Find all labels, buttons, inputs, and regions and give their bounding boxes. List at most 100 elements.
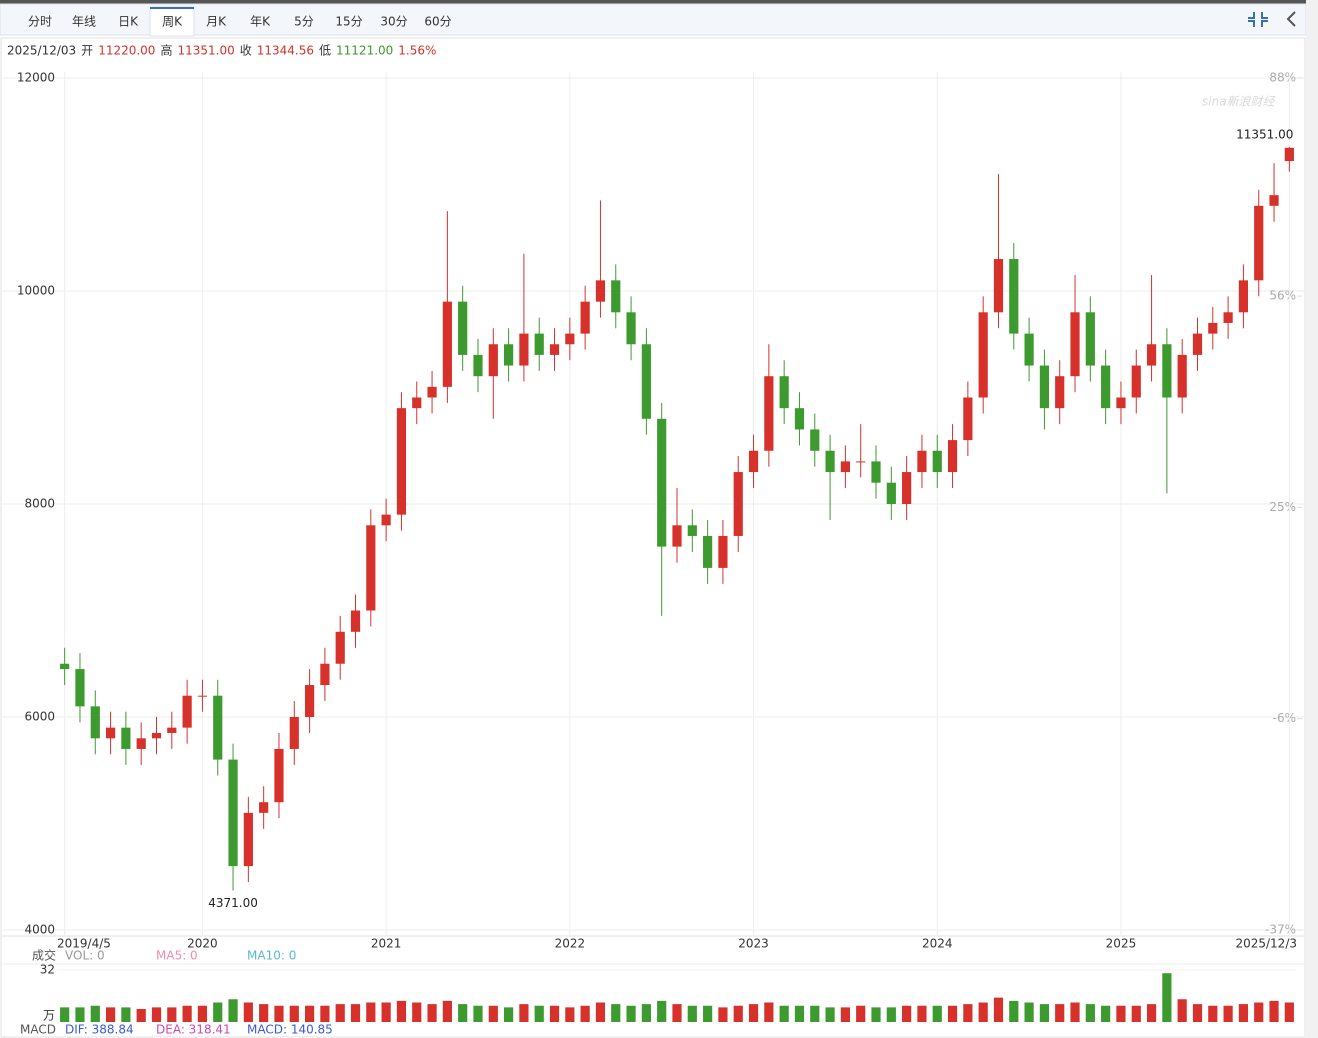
volume-bar xyxy=(595,1002,606,1022)
volume-bar xyxy=(1162,973,1172,1022)
chart-frame xyxy=(0,37,1306,1038)
volume-bar xyxy=(228,999,238,1022)
candle-body xyxy=(1131,365,1141,398)
candle-body xyxy=(458,301,468,355)
volume-bar xyxy=(167,1007,177,1022)
candle-body xyxy=(565,333,575,345)
candle-body xyxy=(1101,365,1111,409)
volume-bar xyxy=(350,1004,361,1022)
volume-bar xyxy=(335,1004,345,1022)
candle-body xyxy=(90,706,100,739)
volume-bar xyxy=(932,1005,942,1022)
candle-body xyxy=(534,333,544,355)
candle-body xyxy=(289,717,299,749)
candle-body xyxy=(978,312,988,398)
candle-body xyxy=(595,280,606,302)
tab[interactable]: 30分 xyxy=(380,15,407,29)
candle-body xyxy=(274,748,284,803)
x-tick-label: 2022 xyxy=(555,937,586,951)
candle-body xyxy=(213,695,223,760)
collapse-icon[interactable] xyxy=(1286,11,1296,27)
candle-body xyxy=(856,461,866,463)
candle-body xyxy=(259,802,269,813)
top-edge xyxy=(0,0,1318,4)
volume-bar xyxy=(825,1007,835,1022)
volume-bar xyxy=(243,1002,253,1022)
volume-bar xyxy=(381,1002,391,1022)
volume-bar xyxy=(963,1004,973,1022)
active-tab xyxy=(149,6,195,37)
candle-body xyxy=(733,472,743,536)
x-tick-label: 2019/4/5 xyxy=(57,937,111,951)
volume-bar xyxy=(136,1009,146,1022)
volume-bar xyxy=(1024,1002,1034,1022)
volume-bar xyxy=(458,1004,468,1022)
volume-title: 成交 xyxy=(32,948,56,963)
candle-body xyxy=(243,812,253,867)
volume-bar xyxy=(1223,1005,1233,1022)
candle-body xyxy=(121,727,131,749)
volume-bar xyxy=(105,1007,116,1022)
tab[interactable]: 15分 xyxy=(335,15,362,29)
volume-bar xyxy=(565,1007,575,1022)
volume-bar xyxy=(978,1002,988,1022)
candle-body xyxy=(963,397,973,441)
volume-bar xyxy=(427,1004,437,1022)
volume-bar xyxy=(840,1007,850,1022)
candle-body xyxy=(1223,312,1233,323)
x-tick-label: 2020 xyxy=(187,937,218,951)
quote-value: 11344.56 xyxy=(257,44,314,58)
candle-body xyxy=(672,525,682,547)
candle-body xyxy=(320,663,330,686)
fullscreen-icon[interactable] xyxy=(1248,12,1268,27)
candle-body xyxy=(871,461,881,483)
quote-value: 11121.00 xyxy=(336,44,393,58)
y-tick-label: 8000 xyxy=(24,497,55,511)
volume-bar xyxy=(1055,1004,1065,1022)
volume-bar xyxy=(947,1005,958,1022)
candle-body xyxy=(519,333,529,366)
volume-bar xyxy=(1269,1000,1279,1022)
tab[interactable]: 年K xyxy=(250,15,271,29)
volume-bar xyxy=(1009,1000,1019,1022)
volume-bar xyxy=(1284,1002,1294,1022)
candle-body xyxy=(396,408,407,515)
tab[interactable]: 周K xyxy=(162,15,183,29)
candle-body xyxy=(993,259,1004,313)
volume-bar xyxy=(748,1004,759,1022)
quote-value: 11220.00 xyxy=(98,44,155,58)
y-tick-label: 4000 xyxy=(24,923,55,937)
tab[interactable]: 5分 xyxy=(294,15,314,29)
candle-body xyxy=(932,450,942,473)
tab[interactable]: 60分 xyxy=(424,15,451,29)
candle-body xyxy=(412,397,422,409)
tab[interactable]: 日K xyxy=(118,15,139,29)
candle-body xyxy=(136,738,146,749)
volume-bar xyxy=(1238,1004,1249,1022)
candle-body xyxy=(1024,333,1034,366)
x-tick-label: 2024 xyxy=(922,937,953,951)
candle-body xyxy=(703,535,713,568)
tab-bar xyxy=(0,3,1307,36)
tab[interactable]: 分时 xyxy=(28,15,52,29)
volume-bar xyxy=(886,1007,896,1022)
candle-body xyxy=(1208,322,1218,334)
candle-body xyxy=(473,354,483,377)
volume-bar xyxy=(917,1005,927,1022)
candle-body xyxy=(1146,344,1157,366)
candle-body xyxy=(840,461,850,473)
volume-bar xyxy=(733,1005,743,1022)
ma10-label: MA10: 0 xyxy=(247,949,296,963)
tab[interactable]: 年线 xyxy=(72,15,96,29)
y-tick-label: 12000 xyxy=(17,71,55,85)
tab[interactable]: 月K xyxy=(206,15,227,29)
candle-body xyxy=(947,440,958,473)
candle-body xyxy=(228,759,238,867)
active-tab-indicator xyxy=(150,7,194,9)
volume-bar xyxy=(1146,1004,1157,1022)
volume-bar xyxy=(289,1005,299,1022)
volume-bar xyxy=(396,1000,407,1022)
volume-bar xyxy=(657,1000,667,1022)
candle-body xyxy=(641,344,651,419)
volume-bar xyxy=(1192,1004,1203,1022)
